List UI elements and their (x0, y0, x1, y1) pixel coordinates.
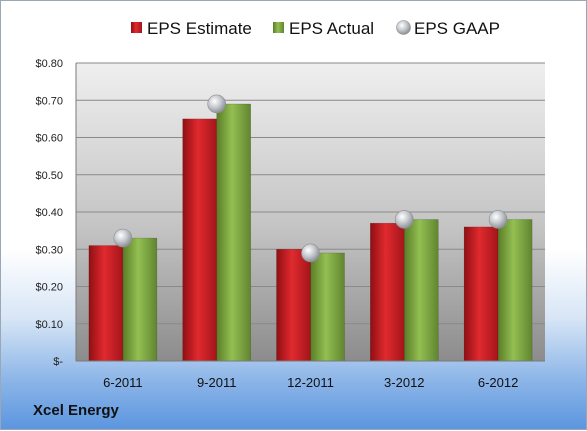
x-axis: 6-2011 9-2011 12-2011 3-2012 6-2012 (76, 360, 545, 390)
y-tick-label: $0.50 (35, 170, 63, 182)
eps-estimate-bar (463, 226, 499, 362)
eps-gaap-marker (394, 210, 414, 229)
eps-actual-bar (216, 103, 251, 362)
legend: EPS Estimate EPS Actual EPS GAAP (131, 19, 500, 38)
eps-estimate-bar (370, 222, 405, 362)
eps-actual-bar (122, 237, 158, 362)
x-tick-label: 9-2011 (197, 375, 237, 390)
eps-gaap-marker (301, 243, 320, 263)
x-tick-label: 12-2011 (287, 375, 334, 390)
eps-gaap-marker (488, 210, 508, 229)
y-tick-label: $0.70 (35, 95, 63, 107)
gaap-markers (113, 94, 508, 263)
y-tick-label: $0.60 (35, 133, 63, 145)
eps-estimate-bar (88, 245, 124, 362)
legend-label: EPS GAAP (414, 19, 500, 38)
company-name: Xcel Energy (33, 402, 119, 419)
x-tick-label: 6-2012 (478, 375, 518, 390)
legend-label: EPS Actual (289, 19, 374, 38)
y-tick-label: $0.10 (35, 319, 63, 331)
x-tick-label: 3-2012 (384, 375, 424, 390)
y-tick-label: $- (53, 356, 63, 368)
y-axis: $- $0.10 $0.20 $0.30 $0.40 $0.50 $0.60 $0.70 $0.… (35, 58, 77, 368)
legend-estimate-swatch (131, 22, 142, 33)
bars (88, 103, 533, 362)
eps-actual-bar (404, 219, 439, 362)
y-tick-label: $0.20 (35, 282, 63, 294)
legend-label: EPS Estimate (147, 19, 252, 38)
y-tick-label: $0.40 (35, 207, 63, 219)
eps-estimate-bar (182, 118, 217, 362)
eps-gaap-marker (207, 94, 226, 114)
x-tick-label: 6-2011 (103, 375, 143, 390)
legend-gaap-swatch (396, 20, 411, 35)
y-tick-label: $0.30 (35, 244, 63, 256)
eps-gaap-marker (113, 228, 133, 248)
legend-actual-swatch (273, 22, 284, 33)
eps-actual-bar (497, 219, 533, 362)
eps-actual-bar (310, 252, 345, 362)
y-tick-label: $0.80 (35, 58, 63, 70)
eps-estimate-bar (276, 249, 311, 362)
